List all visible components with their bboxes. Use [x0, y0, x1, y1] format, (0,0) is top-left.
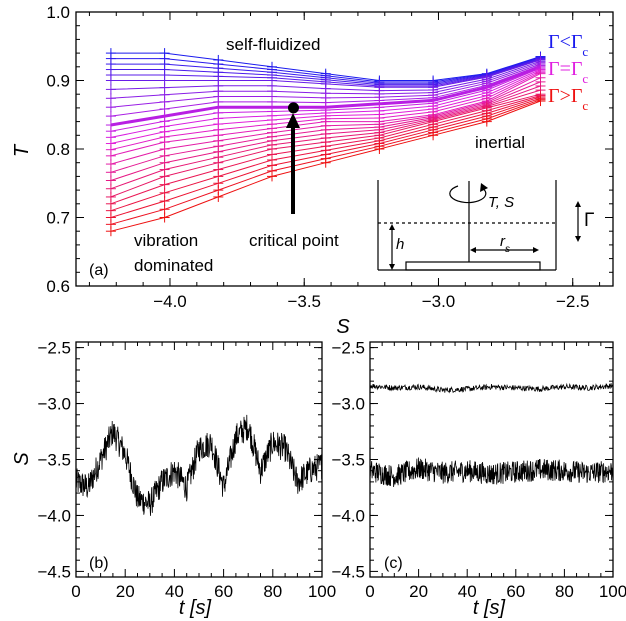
x-tick-label: −3.0 [422, 292, 456, 311]
x-tick-label: 80 [555, 582, 574, 601]
x-tick-label: 80 [263, 582, 282, 601]
y-tick-label: 0.9 [46, 72, 70, 91]
y-tick-label: −4.5 [331, 562, 365, 581]
panel-c: 0 20 40 60 80 100 −2.5 −3.0 −3.5 −4.0 −4.5 t [s] (… [331, 339, 626, 619]
x-tick-label: −4.0 [153, 292, 187, 311]
x-tick-label: 0 [71, 582, 80, 601]
x-tick-label: 40 [165, 582, 184, 601]
x-tick-label: −3.5 [287, 292, 321, 311]
vibration-label: vibration [134, 231, 198, 250]
y-tick-label: 1.0 [46, 3, 70, 22]
panel-a-ylabel: T [11, 143, 33, 157]
panel-c-trace-upper [369, 382, 614, 394]
critical-point-marker [287, 102, 299, 114]
panel-b: 0 20 40 60 80 100 −2.5 −3.0 −3.5 −4.0 −4.5 S t [s]… [11, 339, 336, 619]
y-tick-label: −4.0 [37, 506, 71, 525]
y-tick-label: −3.0 [331, 395, 365, 414]
y-tick-label: −3.0 [37, 395, 71, 414]
legend-less: Γ<Γc [548, 31, 588, 59]
y-tick-label: −3.5 [331, 451, 365, 470]
y-tick-label: −4.0 [331, 506, 365, 525]
y-tick-label: 0.7 [46, 209, 70, 228]
x-tick-label: 20 [116, 582, 135, 601]
y-tick-label: −2.5 [37, 339, 71, 358]
inertial-label: inertial [475, 133, 525, 152]
legend-greater: Γ>Γc [548, 85, 588, 113]
panel-a-frame [75, 11, 614, 287]
y-tick-label: 0.6 [46, 277, 70, 296]
panel-b-ylabel: S [11, 452, 33, 466]
y-tick-label: 0.8 [46, 140, 70, 159]
panel-c-frame [369, 341, 614, 578]
x-tick-label: 100 [599, 582, 626, 601]
panel-b-label: (b) [89, 555, 109, 572]
critical-point-arrow [286, 113, 300, 214]
self-fluidized-label: self-fluidized [226, 35, 321, 54]
panel-b-xlabel: t [s] [179, 597, 212, 619]
x-tick-label: 40 [458, 582, 477, 601]
y-tick-label: −2.5 [331, 339, 365, 358]
panel-a: −4.0 −3.5 −3.0 −2.50.60.70.80.91.0 S T (a) … [11, 3, 614, 338]
inset-h-label: h [396, 236, 404, 253]
x-tick-label: −2.5 [556, 292, 590, 311]
y-tick-label: −4.5 [37, 562, 71, 581]
dominated-label: dominated [134, 256, 213, 275]
legend-equal: Γ=Γc [548, 58, 588, 86]
panel-c-xlabel: t [s] [473, 597, 506, 619]
panel-c-trace-lower [369, 457, 614, 488]
x-tick-label: 0 [365, 582, 374, 601]
x-tick-label: 60 [506, 582, 525, 601]
panel-a-xlabel: S [336, 316, 350, 338]
panel-b-trace [75, 414, 323, 516]
x-tick-label: 100 [308, 582, 336, 601]
y-tick-label: −3.5 [37, 451, 71, 470]
inset-gamma-label: Γ [584, 210, 594, 231]
critical-point-label: critical point [249, 231, 339, 250]
panel-b-frame [75, 341, 323, 578]
x-tick-label: 20 [409, 582, 428, 601]
x-tick-label: 60 [214, 582, 233, 601]
panel-a-label: (a) [89, 262, 109, 279]
setup-inset [377, 180, 581, 271]
inset-r-label: rs [500, 233, 510, 255]
inset-ts-label: T, S [488, 194, 514, 211]
legend: Γ<Γc Γ=Γc Γ>Γc [548, 31, 588, 113]
panel-c-label: (c) [384, 555, 403, 572]
